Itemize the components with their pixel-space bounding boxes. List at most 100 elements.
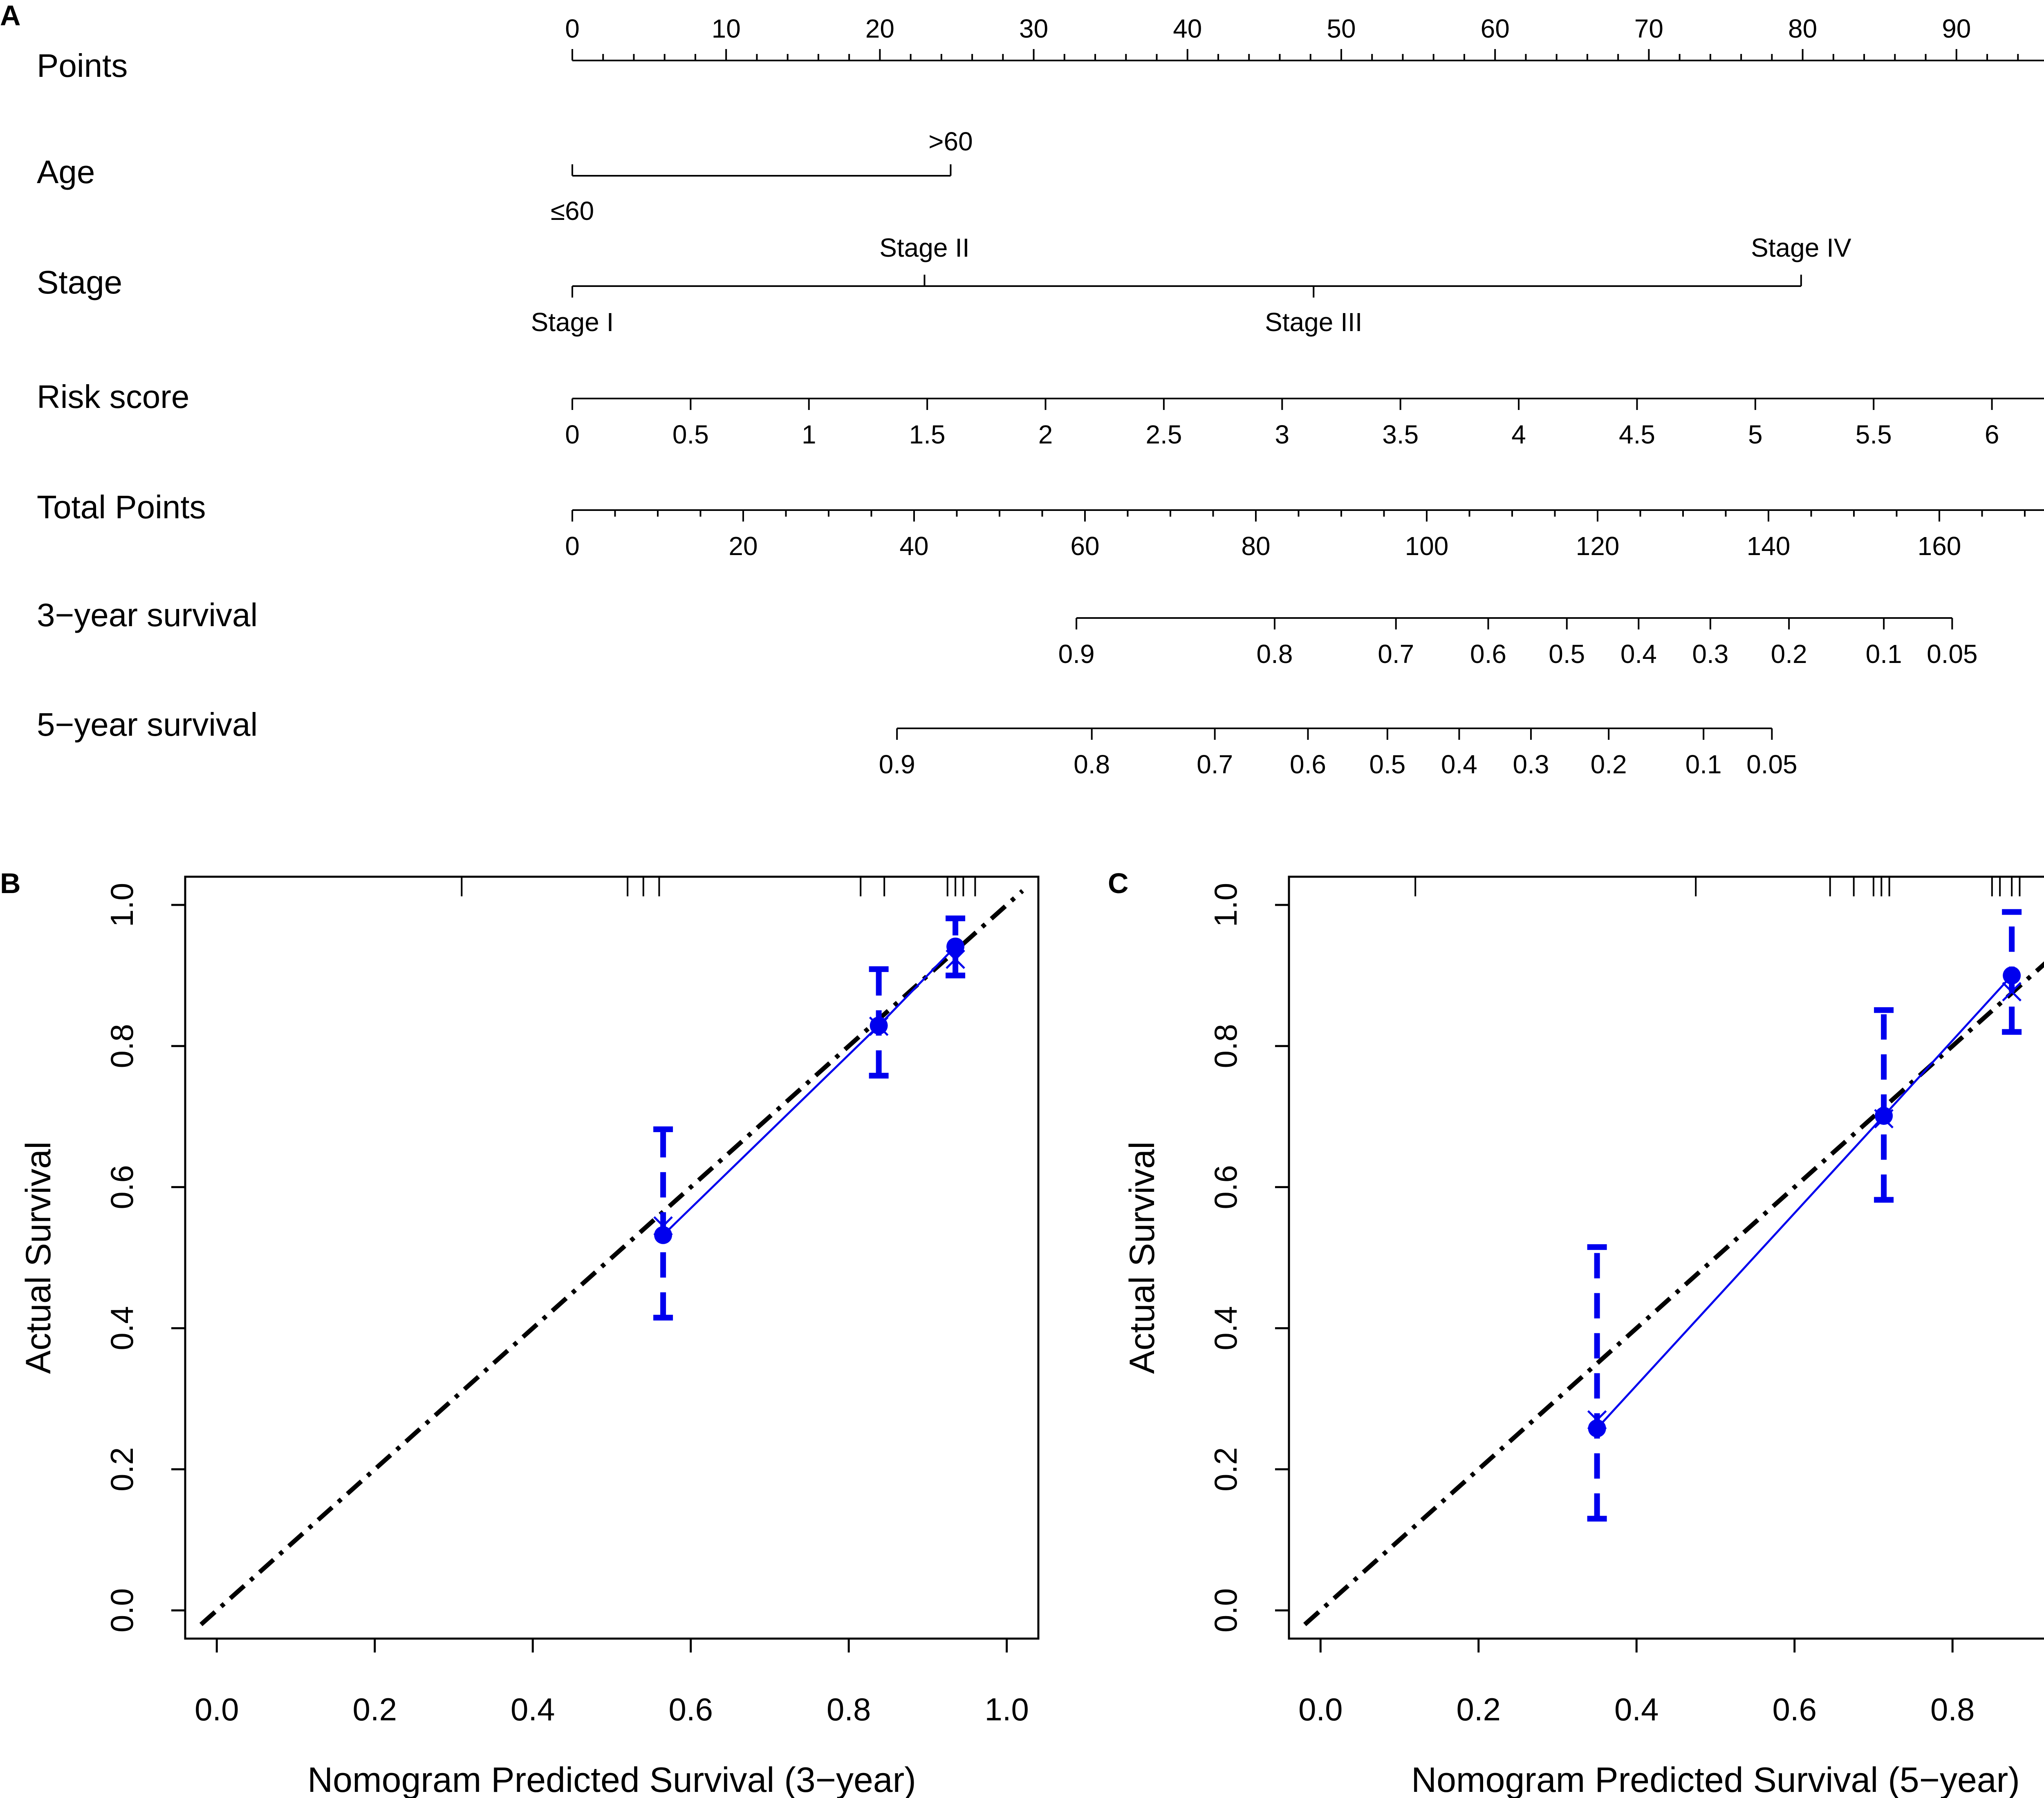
surv5-tick-label: 0.7 [1197,750,1233,779]
risk-score-tick-label: 4.5 [1619,420,1655,449]
surv5-tick-label: 0.9 [879,750,915,779]
risk-score-tick-label: 2.5 [1145,420,1182,449]
x-axis-title: Nomogram Predicted Survival (3−year) [307,1760,916,1798]
risk-score-tick-label: 1 [802,420,816,449]
ideal-calibration-line [199,889,1024,1626]
surv3-tick-label: 0.7 [1378,639,1414,669]
y-tick-label: 0.8 [1208,1024,1244,1068]
surv5-tick-label: 0.1 [1685,750,1722,779]
observed-point [1588,1419,1606,1438]
surv5-tick-label: 0.4 [1441,750,1477,779]
panel-letter-c: C [1108,867,1129,899]
surv3-tick-label: 0.8 [1256,639,1293,669]
observed-point [654,1226,672,1244]
row-label-total-points: Total Points [37,489,206,525]
y-tick-label: 0.0 [104,1588,140,1632]
total-points-tick-label: 120 [1576,531,1620,561]
surv3-tick-label: 0.6 [1470,639,1506,669]
x-tick-label: 1.0 [984,1691,1029,1727]
surv3-tick-label: 0.1 [1866,639,1902,669]
x-axis-title: Nomogram Predicted Survival (5−year) [1411,1760,2020,1798]
risk-score-tick-label: 3 [1275,420,1290,449]
calibration-curve-segment [662,1025,880,1236]
points-tick-label: 60 [1481,14,1510,43]
points-tick-label: 10 [712,14,741,43]
observed-point [2003,966,2021,985]
panel-letter-b: B [0,867,21,899]
stage-level-label: Stage I [531,307,614,337]
points-tick-label: 30 [1019,14,1048,43]
x-tick-label: 0.8 [1930,1691,1975,1727]
risk-score-tick-label: 1.5 [909,420,946,449]
points-tick-label: 50 [1327,14,1356,43]
row-label-points: Points [37,47,128,84]
y-tick-label: 0.8 [104,1024,140,1068]
total-points-tick-label: 140 [1747,531,1791,561]
bias-corrected-marker [869,1017,889,1036]
points-tick-label: 0 [565,14,580,43]
surv3-tick-label: 0.2 [1771,639,1807,669]
surv5-tick-label: 0.6 [1290,750,1326,779]
bias-corrected-marker [653,1216,673,1236]
y-tick-label: 0.4 [104,1306,140,1350]
calibration-curve-segment [1596,1115,1885,1429]
y-tick-label: 0.2 [104,1447,140,1491]
plot-frame [184,875,1040,1640]
surv3-tick-label: 0.4 [1620,639,1657,669]
points-tick-label: 40 [1173,14,1202,43]
risk-score-tick-label: 3.5 [1382,420,1419,449]
surv5-tick-label: 0.05 [1746,750,1797,779]
stage-level-label: Stage III [1265,307,1362,337]
age-level-label: ≤60 [551,196,594,226]
surv5-tick-label: 0.3 [1513,750,1549,779]
bias-corrected-marker [1587,1410,1607,1430]
calibration-curve-segment [1883,974,2013,1117]
x-tick-label: 0.8 [827,1691,871,1727]
observed-point [946,937,965,956]
y-axis-title: Actual Survival [1123,1142,1162,1374]
x-tick-label: 0.4 [1614,1691,1659,1727]
x-tick-label: 0.0 [1298,1691,1342,1727]
stage-level-label: Stage II [879,233,970,262]
bias-corrected-marker [1874,1109,1894,1129]
age-level-label: >60 [928,127,973,156]
y-tick-label: 0.0 [1208,1588,1244,1632]
row-label-stage: Stage [37,264,122,300]
bias-corrected-marker [946,949,965,969]
calibration-curve-segment [878,946,956,1026]
total-points-tick-label: 80 [1241,531,1270,561]
surv5-tick-label: 0.8 [1074,750,1110,779]
row-label-risk-score: Risk score [37,378,189,415]
total-points-tick-label: 40 [899,531,928,561]
calibration-plot-5-year: 0.00.20.40.60.81.00.00.20.40.60.81.0Nomo… [1123,875,2044,1798]
x-tick-label: 0.6 [1773,1691,1817,1727]
y-tick-label: 0.2 [1208,1447,1244,1491]
panel-letter-a: A [0,0,21,31]
risk-score-tick-label: 5.5 [1856,420,1892,449]
surv3-tick-label: 0.3 [1692,639,1728,669]
x-tick-label: 0.6 [669,1691,713,1727]
total-points-tick-label: 20 [728,531,758,561]
y-axis-title: Actual Survival [19,1142,58,1374]
points-tick-label: 70 [1634,14,1663,43]
surv5-tick-label: 0.5 [1369,750,1405,779]
row-label-3-year-survival: 3−year survival [37,597,258,633]
surv3-tick-label: 0.05 [1927,639,1978,669]
surv3-tick-label: 0.9 [1058,639,1095,669]
points-tick-label: 20 [865,14,894,43]
total-points-tick-label: 100 [1405,531,1449,561]
row-label-age: Age [37,154,95,190]
surv5-tick-label: 0.2 [1591,750,1627,779]
risk-score-tick-label: 0 [565,420,580,449]
ideal-calibration-line [1303,961,2044,1626]
risk-score-tick-label: 4 [1511,420,1526,449]
total-points-tick-label: 60 [1070,531,1099,561]
observed-point [1875,1107,1893,1125]
plot-frame [1288,875,2044,1640]
points-tick-label: 90 [1942,14,1971,43]
x-tick-label: 0.2 [1457,1691,1501,1727]
risk-score-tick-label: 0.5 [672,420,709,449]
stage-level-label: Stage IV [1751,233,1851,262]
